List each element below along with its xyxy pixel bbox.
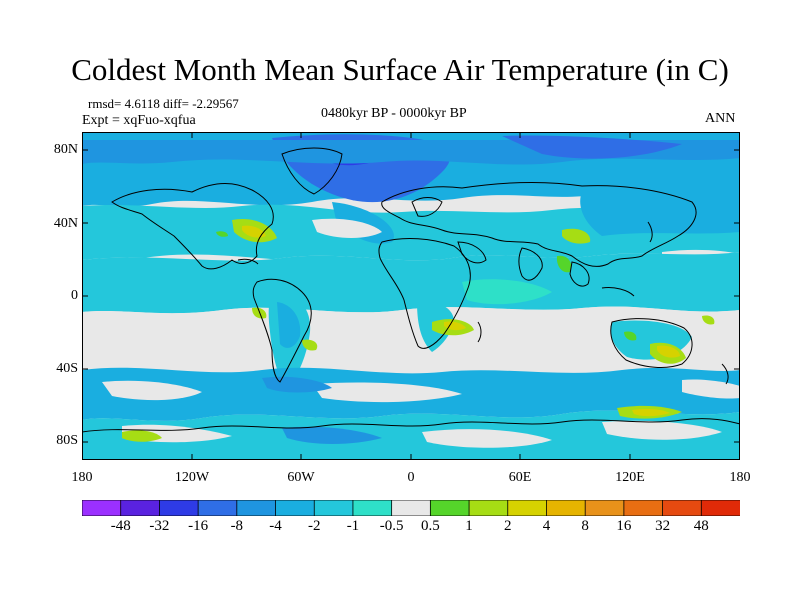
antarctic-neutral-central xyxy=(422,429,552,448)
colorbar-label: -48 xyxy=(110,518,131,534)
colorbar-swatch xyxy=(584,500,625,516)
east-africa-warm-core xyxy=(444,321,466,331)
colorbar-swatch xyxy=(236,500,277,516)
east-arctic-cold xyxy=(502,135,682,159)
colorbar-label: -32 xyxy=(149,518,170,534)
arabia-coast xyxy=(457,241,487,264)
colorbar-swatch xyxy=(507,500,548,516)
y-tick-label: 40N xyxy=(53,216,78,231)
north-america-warm-core xyxy=(242,225,266,238)
antarctic-cold-core xyxy=(282,426,382,444)
south-asia-warm xyxy=(556,255,572,273)
colorbar xyxy=(82,500,740,516)
madagascar-coast xyxy=(477,321,482,343)
southern-neutral-patch-west xyxy=(102,380,202,401)
colorbar-label: 48 xyxy=(693,518,709,534)
colorbar-swatch xyxy=(429,500,470,516)
colorbar-swatch xyxy=(352,500,393,516)
north-america-warm-spot xyxy=(216,231,228,237)
experiment-label: Expt = xqFuo-xqfua xyxy=(82,113,196,128)
antarctic-warm-core xyxy=(632,409,670,417)
australia-coast xyxy=(610,318,693,368)
colorbar-swatch xyxy=(159,500,200,516)
north-pacific-cold xyxy=(580,190,740,236)
x-tick-label: 180 xyxy=(729,470,751,485)
colorbar-swatch xyxy=(391,500,432,516)
antarctic-warm-west xyxy=(122,430,162,442)
colorbar-label: -0.5 xyxy=(379,518,404,534)
colorbar-swatch xyxy=(623,500,664,516)
eurasia-coast xyxy=(381,181,697,267)
x-tick-label: 120W xyxy=(174,470,210,485)
x-tick-label: 60W xyxy=(287,470,315,485)
stats-label: rmsd= 4.6118 diff= -2.29567 xyxy=(88,96,239,111)
southern-cold-core xyxy=(262,376,332,393)
colorbar-label: 4 xyxy=(542,518,551,534)
x-tick-label: 180 xyxy=(71,470,93,485)
colorbar-label: -8 xyxy=(230,518,244,534)
colorbar-swatch xyxy=(662,500,703,516)
x-tick-label: 0 xyxy=(407,470,415,485)
colorbar-swatch xyxy=(82,500,122,516)
map-title: Coldest Month Mean Surface Air Temperatu… xyxy=(71,52,729,87)
coastlines xyxy=(82,147,740,433)
south-america-warm xyxy=(252,307,267,319)
colorbar-swatch xyxy=(546,500,587,516)
colorbar-swatch xyxy=(197,500,238,516)
colorbar-label: -16 xyxy=(188,518,209,534)
temperature-anomaly-map xyxy=(82,132,740,460)
greenland-coast xyxy=(281,147,343,195)
colorbar-label: 0.5 xyxy=(420,518,440,534)
map-ticks xyxy=(82,132,740,460)
y-tick-label: 0 xyxy=(71,288,78,303)
europe-coast xyxy=(411,197,443,217)
period-label: 0480kyr BP - 0000kyr BP xyxy=(321,106,467,121)
southeast-asia-coast xyxy=(569,261,590,287)
india-coast xyxy=(518,247,543,281)
x-tick-label: 60E xyxy=(508,470,532,485)
colorbar-label: 1 xyxy=(465,518,473,534)
colorbar-label: 2 xyxy=(504,518,512,534)
pacific-warm-spot xyxy=(702,315,715,325)
indonesia-coast xyxy=(601,287,635,297)
colorbar-swatch xyxy=(313,500,354,516)
australia-warm-spot xyxy=(624,331,637,341)
south-america-cold-edge xyxy=(277,302,301,348)
australia-warm-core xyxy=(657,345,680,358)
north-atlantic-neutral xyxy=(312,218,382,238)
southern-ocean-neutral xyxy=(82,306,740,392)
north-midlatitude-cold xyxy=(82,204,740,261)
tropical-cold-band xyxy=(82,252,740,314)
season-label: ANN xyxy=(705,111,736,126)
colorbar-label: -1 xyxy=(346,518,360,534)
colorbar-swatch xyxy=(468,500,509,516)
colorbar-label: 16 xyxy=(616,518,632,534)
africa-coast xyxy=(378,238,471,349)
north-america-coast xyxy=(111,182,274,270)
x-tick-label: 120E xyxy=(615,470,645,485)
colorbar-label: -2 xyxy=(307,518,321,534)
southern-south-america-warm xyxy=(302,339,318,351)
antarctic-neutral-east xyxy=(602,420,722,440)
y-tick-label: 40S xyxy=(56,361,78,376)
colorbar-label: 8 xyxy=(581,518,589,534)
colorbar-swatch xyxy=(275,500,316,516)
y-tick-label: 80S xyxy=(56,433,78,448)
indian-ocean-cold xyxy=(462,279,552,305)
colorbar-swatch xyxy=(120,500,161,516)
antarctica-coast xyxy=(82,418,740,433)
southern-neutral-patch-central xyxy=(312,382,462,403)
east-asia-warm xyxy=(562,228,591,244)
colorbar-swatch xyxy=(700,500,740,516)
colorbar-label: 32 xyxy=(655,518,671,534)
japan-coast xyxy=(647,221,653,243)
antarctic-cold-field xyxy=(82,410,740,460)
new-zealand-coast xyxy=(721,363,729,385)
southern-neutral-patch-east xyxy=(682,379,740,399)
caribbean-coast xyxy=(237,258,259,265)
y-tick-label: 80N xyxy=(53,142,78,157)
south-america-coast xyxy=(252,278,312,383)
colorbar-label: -4 xyxy=(269,518,282,534)
